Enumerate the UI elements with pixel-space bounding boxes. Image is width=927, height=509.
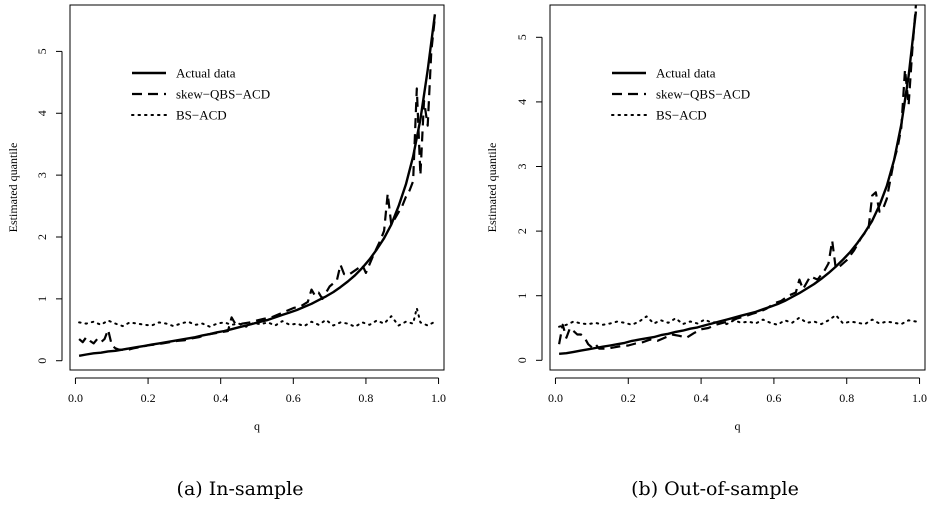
x-tick-label: 0.8 [839,391,854,405]
legend-label-skew: skew−QBS−ACD [656,87,750,102]
x-axis-title: q [254,419,260,433]
plot-frame [69,4,445,371]
y-tick-label: 1 [35,296,49,302]
y-tick-label: 1 [515,293,529,299]
y-tick-label: 4 [515,99,529,105]
plot-frame [549,4,926,371]
y-tick-label: 2 [35,234,49,240]
legend-label-bs: BS−ACD [176,108,227,123]
series-line-skew-qbs-acd [558,5,917,350]
y-tick-label: 5 [35,48,49,54]
panel-caption: (a) In-sample [177,478,304,500]
y-axis-title: Estimated quantile [6,143,20,233]
x-tick-label: 0.4 [694,391,709,405]
x-tick-label: 0.0 [548,391,563,405]
x-tick-label: 0.6 [286,391,301,405]
x-tick-label: 0.6 [766,391,781,405]
y-tick-label: 0 [515,357,529,363]
chart-panel-in-sample: 0.0 0.2 0.4 0.6 0.8 1.0 q 0 1 2 3 4 5 Estimated quant… [6,4,446,500]
legend: Actual data skew−QBS−ACD BS−ACD [131,66,270,123]
x-tick-label: 0.0 [68,391,83,405]
x-tick-label: 0.2 [621,391,636,405]
x-tick-label: 1.0 [912,391,927,405]
legend: Actual data skew−QBS−ACD BS−ACD [611,66,750,123]
x-tick-label: 1.0 [431,391,446,405]
y-tick-label: 3 [515,164,529,170]
x-tick-label: 0.2 [141,391,156,405]
x-tick-label: 0.8 [358,391,373,405]
y-tick-label: 3 [35,172,49,178]
series-line-bs-acd [558,314,917,328]
x-tick-label: 0.4 [213,391,228,405]
legend-label-bs: BS−ACD [656,108,707,123]
y-axis-title: Estimated quantile [485,143,499,233]
legend-label-actual: Actual data [176,66,236,81]
y-tick-label: 0 [35,358,49,364]
y-tick-label: 2 [515,228,529,234]
series-line-actual-data [78,14,437,357]
panel-caption: (b) Out-of-sample [631,478,799,500]
y-tick-label: 5 [515,34,529,40]
x-axis-title: q [735,419,741,433]
series-line-actual-data [559,11,918,355]
y-tick-label: 4 [35,110,49,116]
legend-label-actual: Actual data [656,66,716,81]
chart-panel-out-of-sample: 0.0 0.2 0.4 0.6 0.8 1.0 q 0 1 2 3 4 5 Estimated quant… [485,4,927,500]
series-line-skew-qbs-acd [78,17,436,352]
series-line-bs-acd [78,307,436,328]
legend-label-skew: skew−QBS−ACD [176,87,270,102]
